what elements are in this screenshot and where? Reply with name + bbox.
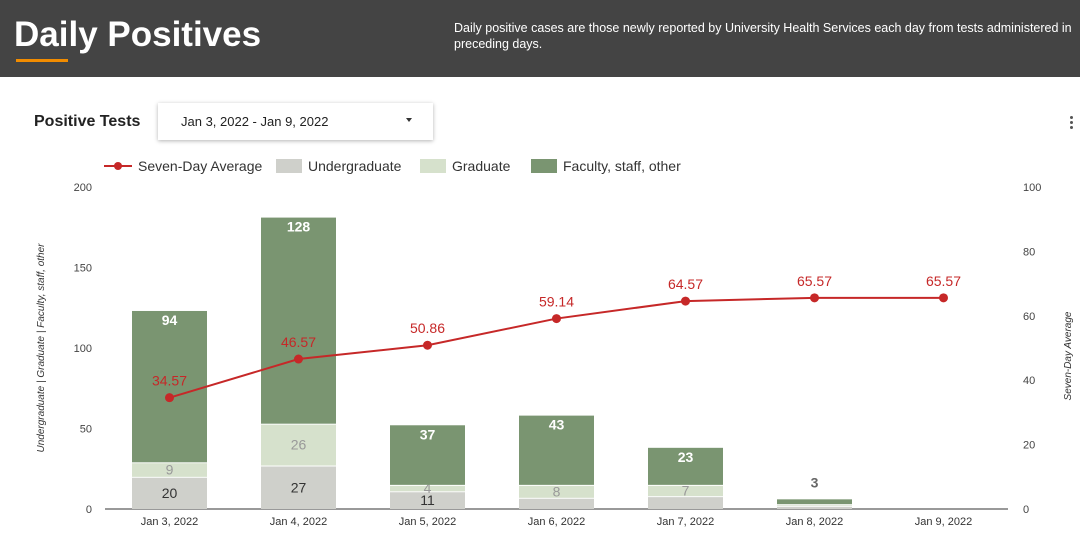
y-tick-label: 200 — [74, 182, 92, 194]
bar-value-label: 128 — [287, 219, 311, 235]
bar-undergraduate — [648, 496, 723, 509]
bar-graduate — [519, 484, 594, 498]
average-point — [681, 296, 690, 306]
average-value-label: 34.57 — [152, 373, 187, 389]
bar-faculty — [261, 217, 336, 424]
y2-tick-label: 60 — [1023, 311, 1035, 323]
bar-value-label: 27 — [291, 479, 307, 495]
bar-value-label: 8 — [553, 483, 561, 499]
panel-title: Positive Tests — [34, 113, 141, 130]
bar-graduate — [390, 484, 465, 492]
average-value-label: 65.57 — [926, 273, 961, 289]
bar-faculty — [390, 425, 465, 485]
bar-value-label: 20 — [162, 485, 178, 501]
x-tick-label: Jan 9, 2022 — [915, 516, 973, 528]
bar-value-label: 3 — [811, 474, 819, 490]
bar-graduate — [132, 462, 207, 477]
y-tick-label: 0 — [86, 504, 92, 516]
bar-value-label: 23 — [678, 449, 694, 465]
bar-value-label: 4 — [424, 480, 432, 496]
page-header: Daily Positives Daily positive cases are… — [0, 0, 1080, 77]
legend-label-seven-day-average: Seven-Day Average — [138, 158, 262, 174]
legend-swatch-graduate — [420, 159, 446, 173]
y-tick-label: 100 — [74, 343, 92, 355]
bar-undergraduate — [261, 465, 336, 509]
page-description: Daily positive cases are those newly rep… — [454, 21, 1072, 51]
seven-day-average-line: 34.57 46.57 50.86 59.14 64.57 65.57 65.57 — [152, 273, 961, 403]
legend-label-undergraduate: Undergraduate — [308, 158, 402, 174]
bar-graduate — [261, 423, 336, 466]
y2-tick-label: 80 — [1023, 246, 1035, 258]
page-title: Daily Positives — [14, 15, 262, 54]
chart-legend: Seven-Day Average Undergraduate Graduate Fa… — [104, 158, 681, 174]
legend-swatch-undergraduate — [276, 159, 302, 173]
legend-label-graduate: Graduate — [452, 158, 511, 174]
y2-tick-label: 40 — [1023, 375, 1035, 387]
chart-axes: 0 50 100 150 200 0 20 40 60 80 100 Jan 3, 2022 Jan 4… — [36, 182, 1074, 528]
x-tick-label: Jan 3, 2022 — [141, 516, 199, 528]
x-tick-label: Jan 4, 2022 — [270, 516, 328, 528]
y2-axis-title: Seven-Day Average — [1063, 311, 1074, 400]
average-point — [423, 340, 432, 350]
bar-graduate — [648, 484, 723, 497]
x-tick-label: Jan 6, 2022 — [528, 516, 586, 528]
x-tick-label: Jan 8, 2022 — [786, 516, 844, 528]
bar-faculty — [648, 447, 723, 485]
x-tick-label: Jan 5, 2022 — [399, 516, 457, 528]
more-options-icon[interactable] — [1066, 116, 1076, 134]
average-value-label: 65.57 — [797, 273, 832, 289]
average-point — [165, 393, 174, 403]
x-tick-label: Jan 7, 2022 — [657, 516, 715, 528]
bar-faculty — [132, 310, 207, 463]
date-range-control[interactable]: Jan 3, 2022 - Jan 9, 2022 — [158, 103, 433, 140]
average-point — [294, 354, 303, 364]
bar-value-label: 94 — [162, 312, 178, 328]
bar-undergraduate — [519, 497, 594, 509]
dropdown-caret-icon — [406, 118, 412, 122]
legend-swatch-faculty-staff-other — [531, 159, 557, 173]
average-value-label: 46.57 — [281, 334, 316, 350]
bar-value-label: 11 — [420, 492, 435, 508]
date-range-value: Jan 3, 2022 - Jan 9, 2022 — [181, 114, 329, 129]
title-underline — [16, 59, 68, 62]
bar-value-label: 9 — [166, 462, 174, 478]
bar-faculty — [519, 415, 594, 485]
average-value-label: 59.14 — [539, 294, 574, 310]
bar-undergraduate — [132, 476, 207, 509]
bar-undergraduate — [777, 505, 852, 509]
bar-value-label: 43 — [549, 417, 565, 433]
bar-value-label: 7 — [682, 482, 690, 498]
y2-tick-label: 100 — [1023, 182, 1041, 194]
y2-tick-label: 0 — [1023, 504, 1029, 516]
bar-value-label: 37 — [420, 426, 436, 442]
y-tick-label: 50 — [80, 424, 92, 436]
average-value-label: 64.57 — [668, 276, 703, 292]
bar-value-label: 26 — [291, 437, 307, 453]
average-point — [810, 293, 819, 303]
average-point — [552, 314, 561, 324]
bar-faculty — [777, 499, 852, 505]
y-tick-label: 150 — [74, 263, 92, 275]
legend-label-faculty-staff-other: Faculty, staff, other — [563, 158, 681, 174]
bar-undergraduate — [390, 491, 465, 509]
legend-marker-seven-day-average — [114, 162, 122, 170]
y2-tick-label: 20 — [1023, 440, 1035, 452]
average-point — [939, 293, 948, 303]
y-axis-title: Undergraduate | Graduate | Faculty, staf… — [36, 243, 47, 453]
average-value-label: 50.86 — [410, 320, 445, 336]
